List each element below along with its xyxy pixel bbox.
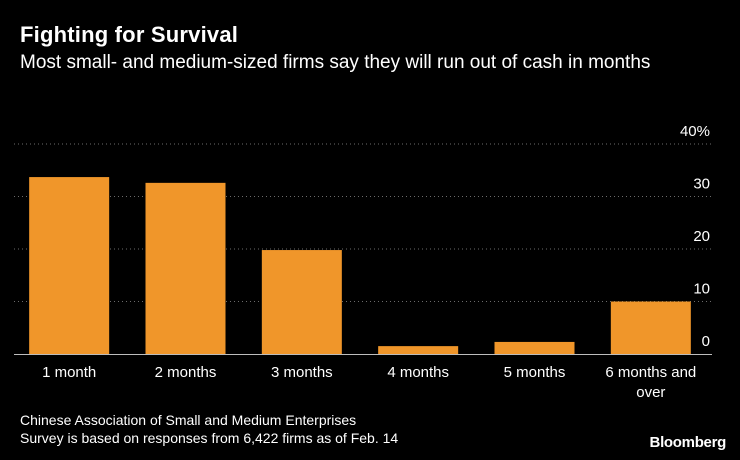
x-tick-label: 2 months (155, 364, 217, 381)
bar (29, 177, 110, 354)
grid-lines (14, 143, 712, 302)
chart-title: Fighting for Survival (20, 22, 239, 47)
x-axis-labels: 1 month 2 months 3 months 4 months 5 months 6… (42, 364, 696, 401)
bar (378, 346, 459, 354)
chart-subtitle: Most small- and medium-sized firms say t… (20, 52, 651, 73)
source-note: Chinese Association of Small and Medium … (20, 411, 398, 447)
bar (145, 182, 226, 354)
x-tick-label: 1 month (42, 364, 96, 381)
bars (29, 177, 691, 354)
y-tick-label: 30 (693, 176, 710, 193)
y-tick-label: 20 (693, 228, 710, 245)
bar-chart: 40% 30 20 10 0 1 month 2 months 3 months 4 mont… (14, 123, 712, 401)
bar (494, 341, 575, 354)
x-tick-label: 6 months and over (605, 364, 696, 401)
source-line-1: Chinese Association of Small and Medium … (20, 412, 357, 428)
y-tick-label: 40% (680, 123, 710, 140)
bar (610, 301, 691, 354)
bar (261, 250, 342, 354)
y-tick-label: 0 (702, 333, 710, 350)
x-tick-label: 4 months (387, 364, 449, 381)
x-tick-label: 3 months (271, 364, 333, 381)
y-tick-label: 10 (693, 281, 710, 298)
y-axis-ticks: 40% 30 20 10 0 (680, 123, 710, 350)
bloomberg-logo: Bloomberg (649, 434, 727, 451)
x-tick-label: 5 months (504, 364, 566, 381)
source-line-2: Survey is based on responses from 6,422 … (20, 430, 399, 446)
